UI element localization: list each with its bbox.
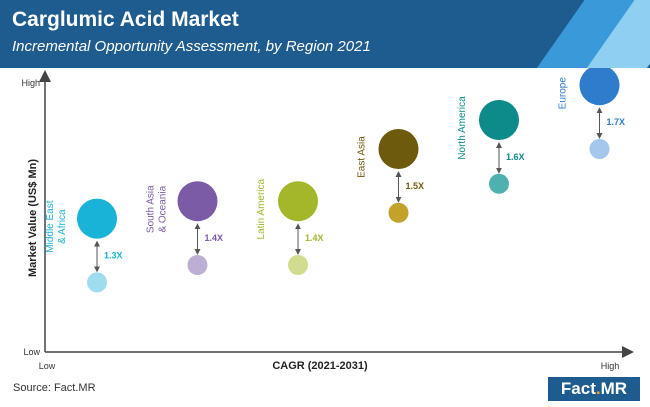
bubble-2031-south-asia-oceania xyxy=(177,181,218,222)
logo-mr: MR xyxy=(600,379,628,398)
region-label-east-asia: East Asia xyxy=(357,136,368,178)
chart-axes: High Low Low High CAGR (2021-2031) Marke… xyxy=(21,70,634,372)
multiplier-label-north-america: 1.6X xyxy=(506,152,525,162)
bubble-2021-middle-east-africa xyxy=(87,272,107,293)
bubble-2031-north-america xyxy=(479,100,519,140)
chart-title: Carglumic Acid Market xyxy=(12,8,239,31)
multiplier-label-latin-america: 1.4X xyxy=(305,233,324,243)
header-banner: Carglumic Acid Market Incremental Opport… xyxy=(0,0,650,68)
x-low-label: Low xyxy=(39,361,56,371)
y-low-label: Low xyxy=(23,347,40,357)
region-label-north-america: North America xyxy=(457,96,468,160)
y-high-label: High xyxy=(21,78,40,88)
bubble-2031-europe xyxy=(579,68,620,106)
x-high-label: High xyxy=(601,361,620,371)
bubble-2021-south-asia-oceania xyxy=(187,255,208,275)
bubble-chart: High Low Low High CAGR (2021-2031) Marke… xyxy=(21,68,634,372)
y-axis-title: Market Value (US$ Mn) xyxy=(27,159,39,277)
bubble-2021-latin-america xyxy=(288,255,308,275)
multiplier-label-middle-east-africa: 1.3X xyxy=(104,251,123,261)
logo-fact: Fact xyxy=(560,379,596,398)
bubble-2031-east-asia xyxy=(378,129,419,169)
chart-subtitle: Incremental Opportunity Assessment, by R… xyxy=(12,38,371,55)
multiplier-label-south-asia-oceania: 1.4X xyxy=(205,233,224,243)
region-label-middle-east-africa: Middle East xyxy=(45,200,56,252)
region-label-south-asia-oceania: South Asia xyxy=(146,185,157,233)
source-note: Source: Fact.MR xyxy=(13,382,96,394)
region-label-europe: Europe xyxy=(558,77,569,110)
bubble-2021-east-asia xyxy=(388,202,409,223)
bubble-2031-latin-america xyxy=(278,181,318,222)
multiplier-label-east-asia: 1.5X xyxy=(406,181,425,191)
factmr-logo: Fact.MR xyxy=(548,377,640,401)
x-axis-title: CAGR (2021-2031) xyxy=(272,360,368,372)
region-label-south-asia-oceania: & Oceania xyxy=(158,185,169,232)
bubble-2021-north-america xyxy=(489,173,509,194)
bubble-2021-europe xyxy=(589,139,610,159)
bubble-2031-middle-east-africa xyxy=(77,198,117,239)
region-label-latin-america: Latin America xyxy=(256,178,267,239)
multiplier-label-europe: 1.7X xyxy=(607,117,626,127)
logo-dot: . xyxy=(595,379,601,398)
region-label-middle-east-africa: & Africa xyxy=(57,209,68,244)
